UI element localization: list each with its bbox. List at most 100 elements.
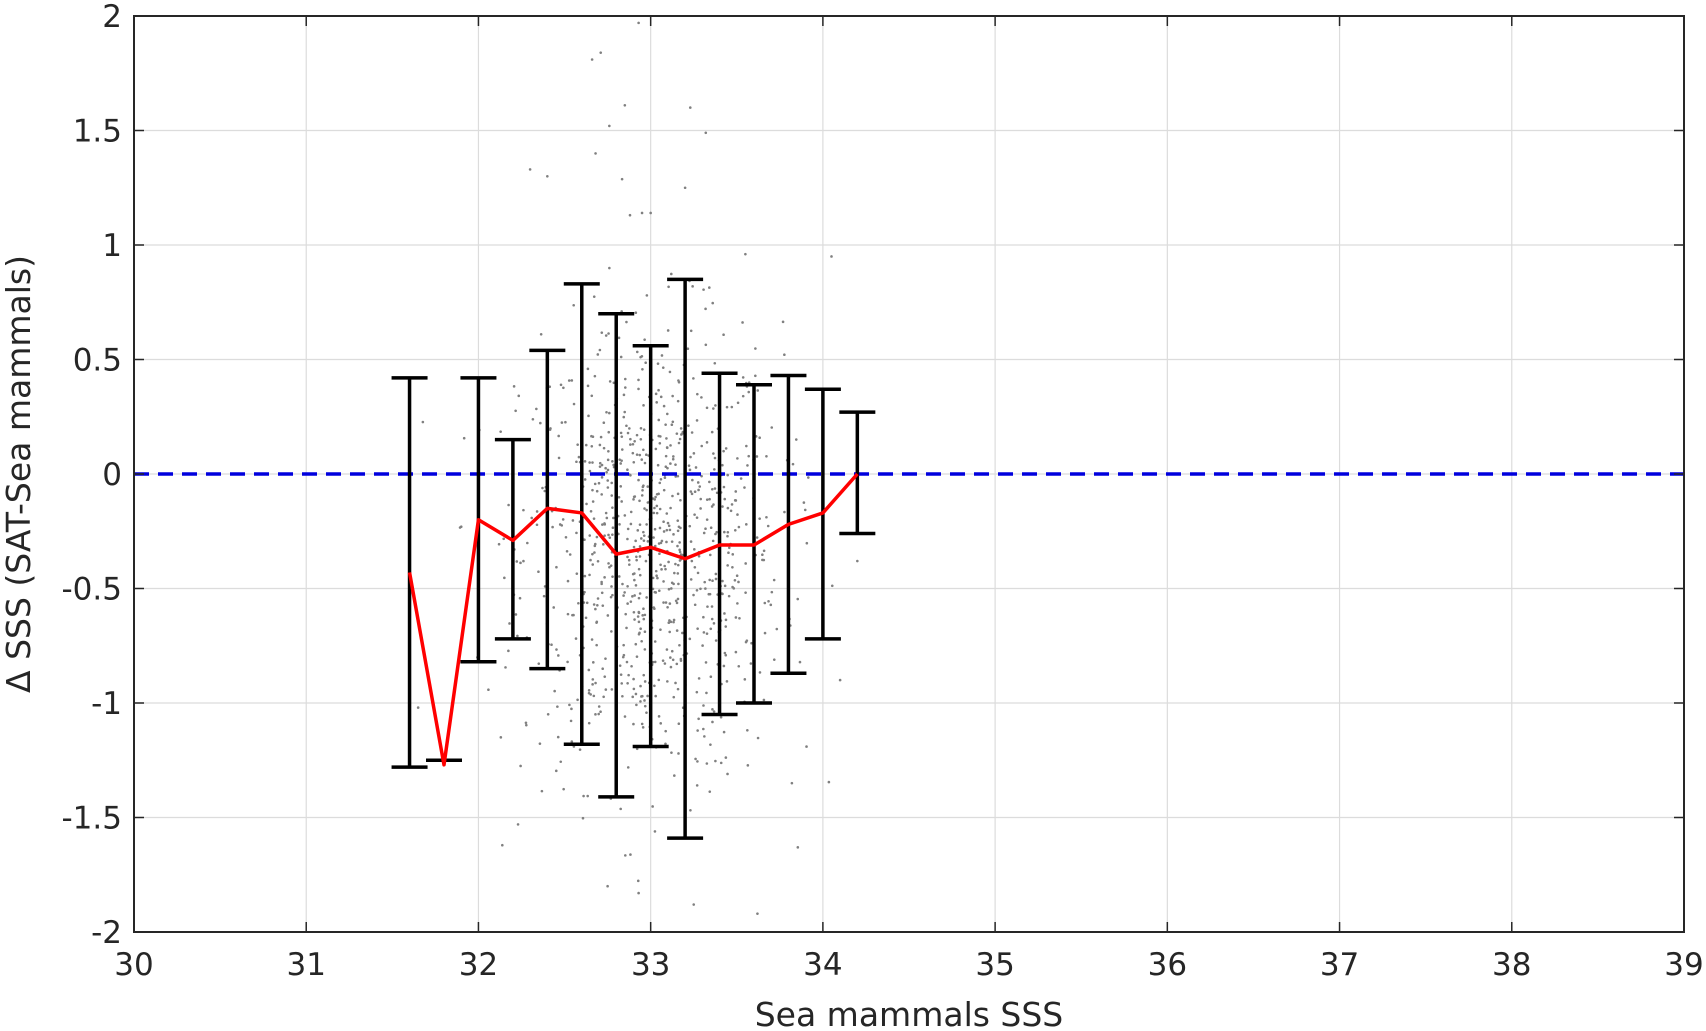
scatter-point xyxy=(743,678,747,681)
scatter-point xyxy=(695,516,699,519)
scatter-point xyxy=(709,627,713,631)
scatter-point xyxy=(733,499,737,502)
scatter-point xyxy=(630,664,633,668)
scatter-point xyxy=(499,736,503,739)
scatter-point xyxy=(645,596,648,599)
scatter-point xyxy=(677,441,681,445)
scatter-point xyxy=(597,481,601,485)
scatter-point xyxy=(515,560,519,563)
scatter-point xyxy=(623,410,627,414)
scatter-point xyxy=(693,513,696,516)
scatter-point xyxy=(670,581,674,585)
scatter-point xyxy=(696,481,700,484)
scatter-point xyxy=(584,616,588,620)
scatter-point xyxy=(622,653,626,657)
scatter-point xyxy=(586,384,590,388)
scatter-point xyxy=(608,380,612,383)
scatter-point xyxy=(643,648,647,651)
scatter-point xyxy=(606,479,610,482)
scatter-point xyxy=(597,705,601,708)
scatter-point xyxy=(664,729,667,733)
scatter-point xyxy=(665,512,669,515)
scatter-point xyxy=(679,526,682,530)
scatter-point xyxy=(643,704,647,708)
scatter-point xyxy=(631,595,634,598)
scatter-point xyxy=(725,405,729,409)
scatter-point xyxy=(670,649,674,653)
scatter-point xyxy=(675,629,679,632)
scatter-point xyxy=(618,458,622,461)
scatter-point xyxy=(564,420,567,424)
scatter-point xyxy=(802,501,806,504)
scatter-point xyxy=(606,614,610,617)
scatter-point xyxy=(712,452,715,455)
scatter-point xyxy=(640,458,644,461)
scatter-point xyxy=(664,567,667,571)
scatter-point xyxy=(416,706,420,709)
scatter-point xyxy=(726,534,729,538)
scatter-point xyxy=(756,736,760,740)
scatter-point xyxy=(501,843,504,847)
scatter-point xyxy=(633,578,636,582)
scatter-point xyxy=(712,407,715,410)
scatter-point xyxy=(642,607,645,611)
scatter-point xyxy=(679,659,683,662)
scatter-point xyxy=(702,704,705,707)
scatter-point xyxy=(781,320,785,324)
scatter-point xyxy=(606,458,610,462)
scatter-point xyxy=(624,854,627,857)
scatter-point xyxy=(714,639,718,642)
y-tick-label: 1 xyxy=(102,228,122,264)
scatter-point xyxy=(713,468,716,471)
scatter-point xyxy=(702,288,705,291)
scatter-point xyxy=(708,592,712,596)
scatter-point xyxy=(767,599,770,603)
scatter-point xyxy=(763,631,767,635)
scatter-point xyxy=(643,507,646,510)
scatter-point xyxy=(617,495,621,499)
scatter-point xyxy=(628,213,632,217)
scatter-point xyxy=(568,703,571,707)
scatter-point xyxy=(583,538,586,542)
scatter-point xyxy=(575,531,578,535)
scatter-point xyxy=(575,460,578,464)
x-axis-ticks: 30 31 32 33 34 35 36 37 38 39 xyxy=(114,16,1704,983)
scatter-point xyxy=(588,461,591,464)
scatter-point xyxy=(727,594,731,598)
scatter-point xyxy=(672,533,675,536)
scatter-point xyxy=(569,719,573,723)
scatter-point xyxy=(671,420,675,424)
scatter-point xyxy=(695,690,699,694)
scatter-point xyxy=(722,333,725,336)
scatter-point xyxy=(713,487,717,490)
scatter-point xyxy=(530,516,534,520)
scatter-point xyxy=(830,255,833,258)
scatter-point xyxy=(623,377,627,381)
scatter-point xyxy=(702,631,706,634)
scatter-point xyxy=(618,523,621,526)
scatter-point xyxy=(641,367,644,371)
scatter-point xyxy=(730,405,734,409)
scatter-point xyxy=(622,643,625,647)
scatter-point xyxy=(619,807,622,811)
scatter-point xyxy=(632,495,636,499)
scatter-point xyxy=(671,394,674,398)
scatter-point xyxy=(548,385,552,389)
scatter-point xyxy=(646,694,649,698)
scatter-point xyxy=(744,252,747,256)
scatter-point xyxy=(723,612,726,615)
scatter-point xyxy=(609,595,613,599)
scatter-point xyxy=(629,510,633,514)
scatter-point xyxy=(588,469,592,473)
scatter-point xyxy=(608,536,612,539)
scatter-point xyxy=(586,794,589,798)
scatter-point xyxy=(535,407,538,411)
scatter-point xyxy=(620,448,624,451)
scatter-point xyxy=(722,449,725,453)
scatter-point xyxy=(721,592,724,596)
scatter-point xyxy=(711,708,714,711)
scatter-point xyxy=(737,664,741,668)
scatter-point xyxy=(676,529,680,533)
scatter-point xyxy=(633,440,636,443)
scatter-point xyxy=(770,590,774,594)
